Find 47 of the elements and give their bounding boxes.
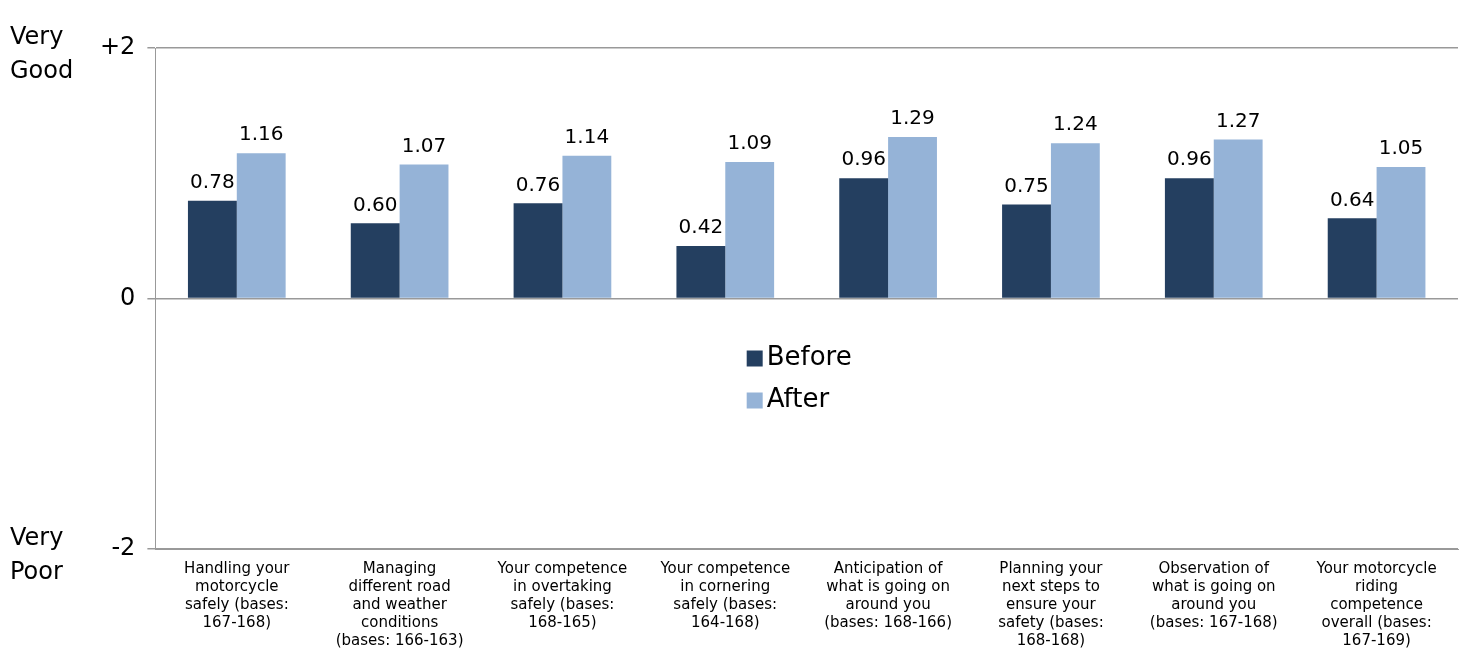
data-label: 1.29 [890,105,935,130]
y-tick-label: -2 [111,533,136,562]
bar [725,161,775,298]
bar [513,203,563,298]
bar [1002,204,1051,298]
data-label: 0.76 [515,171,561,196]
bar [1213,139,1263,298]
x-tick-label: Anticipation of what is going on around you (bases: 168-166) [824,558,952,631]
data-label: 1.14 [564,123,610,148]
bar [350,223,400,298]
bar [1164,178,1214,298]
x-tick-label: Your competence in cornering safely (bases: 164-168) [659,558,791,631]
x-tick-label: Handling your motorcycle safely (bases: 167-168) [184,558,291,631]
data-label: 0.60 [352,191,398,216]
data-label: 1.09 [727,130,772,155]
data-label: 0.96 [841,146,886,171]
data-label: 1.27 [1215,107,1261,132]
data-label: 1.05 [1378,135,1424,160]
data-label: 1.24 [1053,111,1098,136]
legend-label: Before [766,341,852,372]
text: Very Good [10,22,74,85]
y-tick-label: 0 [120,282,136,311]
data-label: 0.96 [1167,146,1212,171]
bar [888,136,937,298]
x-tick-label: Your competence in overtaking safely (bases: 168-165) [496,558,628,631]
data-label: 0.64 [1329,186,1375,211]
x-tick-label: Observation of what is going on around you (bases: 167-168) [1149,558,1278,631]
data-label: 1.07 [401,132,447,157]
y-tick-label: +2 [99,32,136,61]
data-label: 0.75 [1004,172,1049,197]
x-tick-label: Planning your next steps to ensure your safety (bases: 168-168) [998,558,1104,649]
data-label: 1.16 [238,121,284,146]
x-tick-label: Managing different road and weather conditions (bases: 166-163) [335,558,464,649]
bar [1327,218,1377,298]
bar [187,200,237,298]
bar [1376,166,1426,298]
bar [839,178,889,298]
data-label: 0.78 [190,169,235,194]
bar [399,164,449,298]
text: Very Poor [10,523,64,586]
data-label: 0.42 [678,214,724,239]
bar [236,153,286,298]
bar [676,245,726,298]
bar [562,155,612,298]
bar [1050,143,1100,298]
legend-label: After [766,383,830,414]
x-tick-label: Your motorcycle riding competence overall (bases: 167-169) [1315,558,1437,649]
